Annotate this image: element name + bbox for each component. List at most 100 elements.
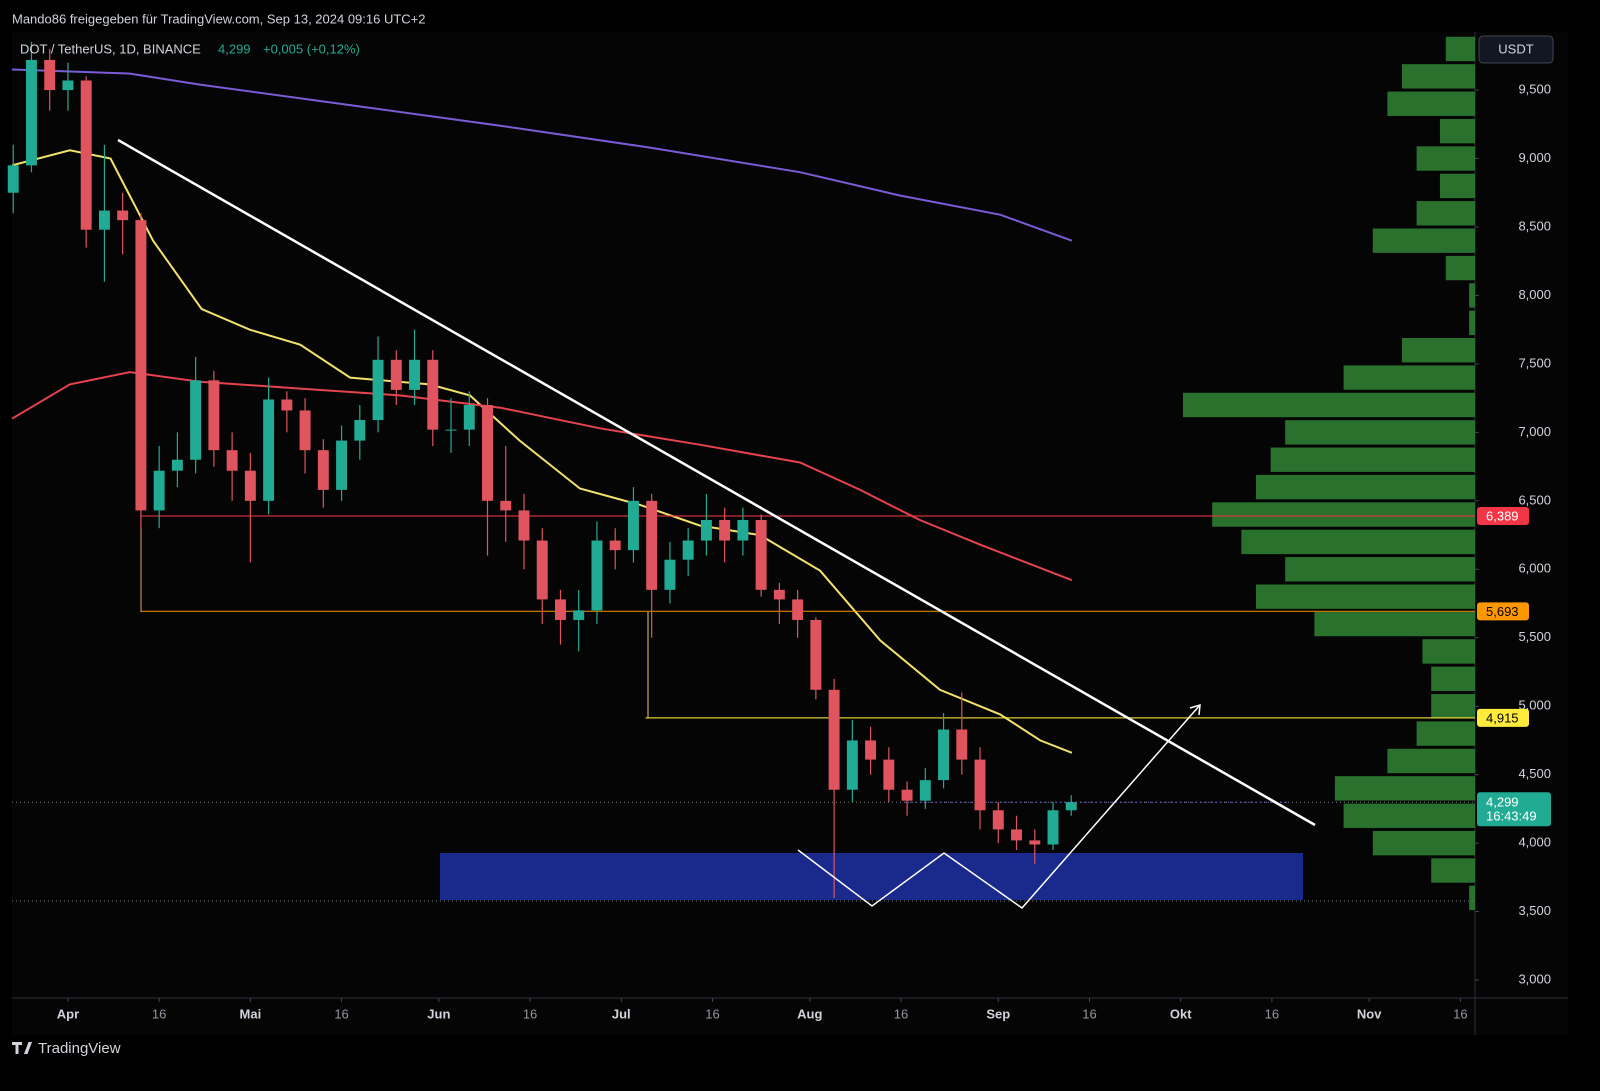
- x-tick-label: 16: [705, 1006, 719, 1021]
- y-tick-label: 8,500: [1518, 218, 1551, 233]
- candle-body: [938, 729, 950, 781]
- countdown: 16:43:49: [1486, 809, 1537, 824]
- candle-body: [7, 165, 19, 193]
- candle-body: [555, 599, 566, 620]
- projection: [797, 704, 1201, 910]
- candle-body: [25, 59, 37, 166]
- y-tick-label: 3,500: [1518, 903, 1551, 918]
- candle-body: [482, 404, 493, 501]
- candle-body: [153, 470, 165, 511]
- volume-bar: [1314, 611, 1475, 637]
- candle-body: [409, 359, 421, 390]
- x-tick-label: Okt: [1170, 1006, 1192, 1021]
- overlays: [11, 68, 1475, 902]
- candle-body: [226, 450, 238, 471]
- y-tick-label: 9,000: [1518, 150, 1551, 165]
- x-tick-label: Mai: [240, 1006, 262, 1021]
- moving-average: [11, 149, 1073, 754]
- volume-bar: [1372, 228, 1475, 253]
- candle-body: [299, 410, 311, 451]
- x-tick-label: 16: [1453, 1006, 1467, 1021]
- y-tick-label: 5,500: [1518, 629, 1551, 644]
- candle-body: [1065, 802, 1077, 811]
- candle-body: [1029, 840, 1041, 845]
- candle-body: [682, 540, 694, 560]
- x-tick-label: 16: [152, 1006, 166, 1021]
- x-tick-label: Sep: [986, 1006, 1010, 1021]
- x-tick-label: 16: [1082, 1006, 1096, 1021]
- candle-body: [135, 220, 147, 511]
- volume-bar: [1431, 694, 1475, 719]
- candle-body: [719, 519, 731, 541]
- volume-bar: [1212, 502, 1475, 527]
- candle-body: [591, 540, 603, 611]
- candle-body: [737, 519, 749, 541]
- volume-bar: [1416, 146, 1475, 171]
- candle-body: [646, 500, 658, 590]
- symbol: DOT / TetherUS, 1D, BINANCE: [20, 41, 201, 56]
- level-label: 6,389: [1486, 508, 1519, 523]
- candle-body: [244, 470, 256, 501]
- candle-body: [445, 429, 457, 431]
- zone: [440, 853, 1303, 900]
- candle-body: [117, 210, 129, 221]
- candle-body: [427, 359, 439, 430]
- candle-body: [664, 559, 676, 590]
- volume-bar: [1439, 118, 1475, 144]
- volume-bar: [1422, 639, 1475, 664]
- candle-body: [773, 589, 785, 600]
- candle-body: [354, 420, 366, 441]
- volume-bar: [1402, 338, 1475, 363]
- y-tick-label: 6,000: [1518, 561, 1551, 576]
- volume-bar: [1343, 365, 1475, 390]
- candle-body: [463, 404, 475, 430]
- volume-bar: [1439, 173, 1475, 199]
- last-tag: [1477, 792, 1551, 827]
- volume-bar: [1469, 310, 1475, 336]
- x-tick-label: Nov: [1357, 1006, 1382, 1021]
- volume-bar: [1431, 666, 1475, 692]
- candle-body: [208, 380, 220, 451]
- candle-body: [500, 500, 512, 511]
- volume-bar: [1387, 91, 1475, 116]
- candle-body: [828, 689, 840, 790]
- candle-body: [865, 740, 877, 760]
- y-tick-label: 5,000: [1518, 698, 1551, 713]
- candle-body: [190, 380, 202, 460]
- currency-box[interactable]: [1478, 35, 1554, 64]
- currency: USDT: [1498, 41, 1533, 56]
- candle-body: [956, 729, 968, 760]
- legend: DOT / TetherUS, 1D, BINANCE 4,299 +0,005…: [20, 41, 360, 56]
- arrow-head: [1189, 703, 1201, 716]
- volume-bar: [1270, 447, 1475, 472]
- volume-bar: [1241, 529, 1475, 555]
- moving-average: [11, 68, 1073, 242]
- volume-profile: [1183, 36, 1475, 911]
- volume-bar: [1183, 392, 1475, 418]
- candle-body: [171, 459, 183, 471]
- candle-body: [263, 399, 275, 501]
- volume-bar: [1445, 36, 1475, 62]
- volume-bar: [1372, 830, 1475, 856]
- volume-bar: [1402, 64, 1475, 89]
- candle-body: [372, 359, 384, 421]
- volume-bar: [1343, 803, 1475, 828]
- candle-body: [518, 510, 530, 541]
- candle-body: [1011, 829, 1022, 841]
- candle-body: [755, 519, 767, 590]
- candle-body: [609, 540, 621, 551]
- candle-body: [1047, 810, 1059, 845]
- logo-icon: [12, 1042, 32, 1054]
- change: +0,005 (+0,12%): [263, 41, 360, 56]
- x-tick-label: 16: [523, 1006, 537, 1021]
- candle-body: [901, 789, 913, 801]
- candle-body: [281, 399, 293, 411]
- brand: TradingView: [38, 1040, 121, 1057]
- candle-body: [80, 80, 92, 230]
- x-tick-label: 16: [894, 1006, 908, 1021]
- y-tick-label: 3,000: [1518, 972, 1551, 987]
- candle-body: [44, 59, 56, 91]
- volume-bar: [1285, 557, 1475, 582]
- volume-bar: [1445, 255, 1475, 281]
